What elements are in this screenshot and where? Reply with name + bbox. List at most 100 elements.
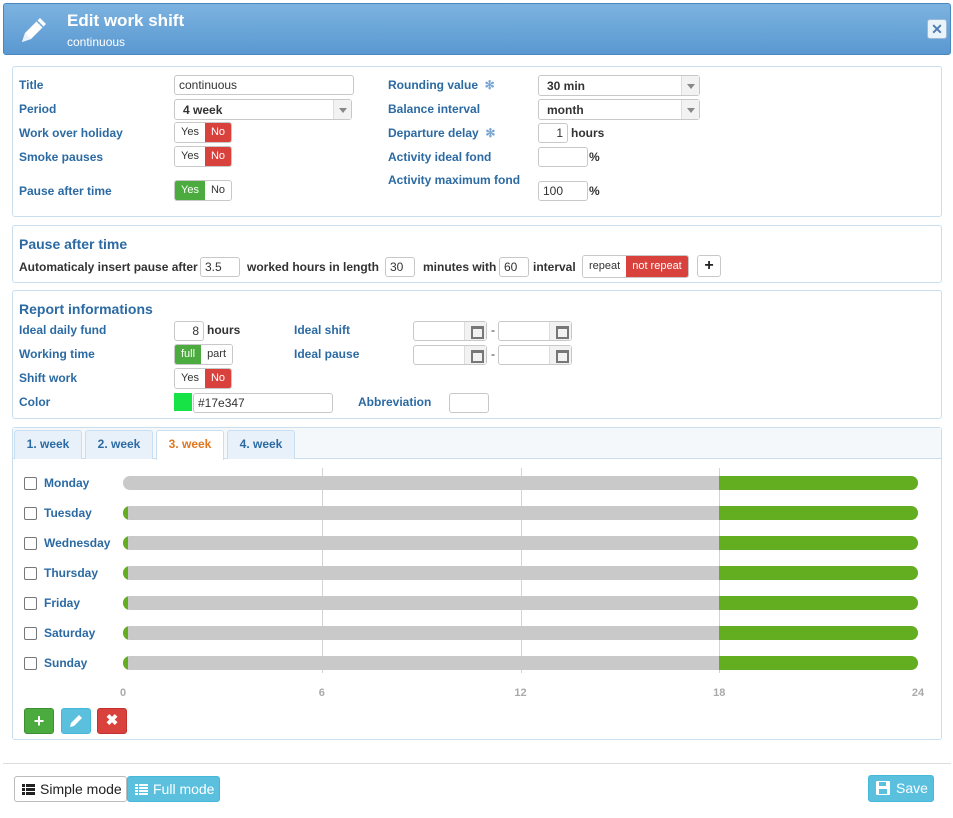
shift-segment[interactable] <box>123 596 128 610</box>
color-input[interactable] <box>193 393 333 413</box>
pause-with-input[interactable] <box>499 257 529 277</box>
working-full[interactable]: full <box>175 345 202 364</box>
simple-mode-button[interactable]: Simple mode <box>14 776 127 802</box>
holiday-yes[interactable]: Yes <box>175 123 205 142</box>
repeat-toggle[interactable]: repeat not repeat <box>582 255 689 278</box>
ideal-pause-label: Ideal pause <box>294 347 360 361</box>
shift-segment[interactable] <box>123 566 128 580</box>
day-checkbox[interactable] <box>24 507 37 520</box>
smoke-yes[interactable]: Yes <box>175 147 205 166</box>
axis-tick-label: 6 <box>318 687 325 699</box>
day-label: Tuesday <box>44 506 92 520</box>
day-bar[interactable] <box>123 656 918 670</box>
tab-week-1[interactable]: 1. week <box>14 430 82 459</box>
not-repeat-option[interactable]: not repeat <box>626 256 688 277</box>
shift-segment[interactable] <box>123 656 128 670</box>
calendar-icon[interactable] <box>549 346 571 364</box>
day-bar[interactable] <box>123 626 918 640</box>
smoke-no[interactable]: No <box>204 147 232 166</box>
floppy-disk-icon <box>876 781 890 795</box>
rounding-label: Rounding value ✻ <box>388 78 495 92</box>
pause-yes[interactable]: Yes <box>175 181 205 200</box>
full-mode-button[interactable]: Full mode <box>127 776 220 802</box>
shift-segment[interactable] <box>719 476 918 490</box>
ideal-fond-input[interactable] <box>538 147 588 167</box>
calendar-icon[interactable] <box>464 346 486 364</box>
color-swatch[interactable] <box>174 393 192 411</box>
close-icon[interactable]: ✕ <box>927 19 947 39</box>
shift-segment[interactable] <box>719 566 918 580</box>
pause-text-4: interval <box>533 260 576 274</box>
tab-week-3[interactable]: 3. week <box>156 430 224 460</box>
tab-week-2[interactable]: 2. week <box>85 430 153 459</box>
day-bar[interactable] <box>123 566 918 580</box>
ideal-pause-dash: - <box>491 347 495 361</box>
day-checkbox[interactable] <box>24 597 37 610</box>
day-bar[interactable] <box>123 476 918 490</box>
balance-label: Balance interval <box>388 102 481 116</box>
day-bar[interactable] <box>123 596 918 610</box>
holiday-toggle[interactable]: Yes No <box>174 122 233 143</box>
smoke-toggle[interactable]: Yes No <box>174 146 233 167</box>
pause-panel: Pause after time Automaticaly insert pau… <box>12 225 942 283</box>
dialog-subtitle: continuous <box>67 35 126 49</box>
save-label: Save <box>896 780 928 796</box>
list-icon <box>135 784 148 795</box>
ideal-fond-unit: % <box>589 150 600 164</box>
tab-week-4[interactable]: 4. week <box>227 430 295 459</box>
working-time-toggle[interactable]: full part <box>174 344 234 365</box>
abbreviation-input[interactable] <box>449 393 489 413</box>
ideal-pause-to[interactable] <box>498 345 572 365</box>
save-button[interactable]: Save <box>868 775 934 802</box>
add-icon[interactable]: + <box>24 708 54 734</box>
day-checkbox[interactable] <box>24 477 37 490</box>
day-bar[interactable] <box>123 506 918 520</box>
day-checkbox[interactable] <box>24 567 37 580</box>
shift-segment[interactable] <box>719 596 918 610</box>
day-bar[interactable] <box>123 536 918 550</box>
smoke-label: Smoke pauses <box>19 150 104 164</box>
shift-yes[interactable]: Yes <box>175 369 205 388</box>
shift-segment[interactable] <box>719 536 918 550</box>
shift-segment[interactable] <box>123 506 128 520</box>
pause-after-input[interactable] <box>200 257 240 277</box>
day-label: Thursday <box>44 566 99 580</box>
balance-select[interactable]: month <box>538 99 700 120</box>
day-checkbox[interactable] <box>24 657 37 670</box>
general-settings-panel: Title Period 4 week Work over holiday Ye… <box>12 66 942 217</box>
shift-segment[interactable] <box>719 626 918 640</box>
shift-segment[interactable] <box>719 656 918 670</box>
ideal-shift-from[interactable] <box>413 321 487 341</box>
daily-fund-input[interactable] <box>174 321 204 341</box>
day-checkbox[interactable] <box>24 627 37 640</box>
day-checkbox[interactable] <box>24 537 37 550</box>
add-pause-button[interactable]: + <box>697 255 721 277</box>
pencil-icon <box>70 715 82 727</box>
shift-segment[interactable] <box>719 506 918 520</box>
axis-tick-label: 24 <box>911 687 925 699</box>
holiday-no[interactable]: No <box>204 123 232 142</box>
max-fond-label: Activity maximum fond <box>388 173 521 187</box>
calendar-icon[interactable] <box>464 322 486 340</box>
shift-no[interactable]: No <box>204 369 232 388</box>
shift-segment[interactable] <box>123 626 128 640</box>
departure-input[interactable] <box>538 123 568 143</box>
shift-segment[interactable] <box>123 536 128 550</box>
edit-icon[interactable] <box>61 708 91 734</box>
repeat-option[interactable]: repeat <box>583 256 627 277</box>
color-label: Color <box>19 395 51 409</box>
calendar-icon[interactable] <box>549 322 571 340</box>
pause-length-input[interactable] <box>385 257 415 277</box>
pause-toggle[interactable]: Yes No <box>174 180 233 201</box>
period-select[interactable]: 4 week <box>174 99 352 120</box>
report-heading: Report informations <box>19 301 153 317</box>
title-input[interactable] <box>174 75 354 95</box>
pause-no[interactable]: No <box>204 181 232 200</box>
ideal-pause-from[interactable] <box>413 345 487 365</box>
delete-icon[interactable]: ✖ <box>97 708 127 734</box>
rounding-select[interactable]: 30 min <box>538 75 700 96</box>
shift-work-toggle[interactable]: Yes No <box>174 368 233 389</box>
ideal-shift-to[interactable] <box>498 321 572 341</box>
working-part[interactable]: part <box>201 345 233 364</box>
max-fond-input[interactable] <box>538 181 588 201</box>
